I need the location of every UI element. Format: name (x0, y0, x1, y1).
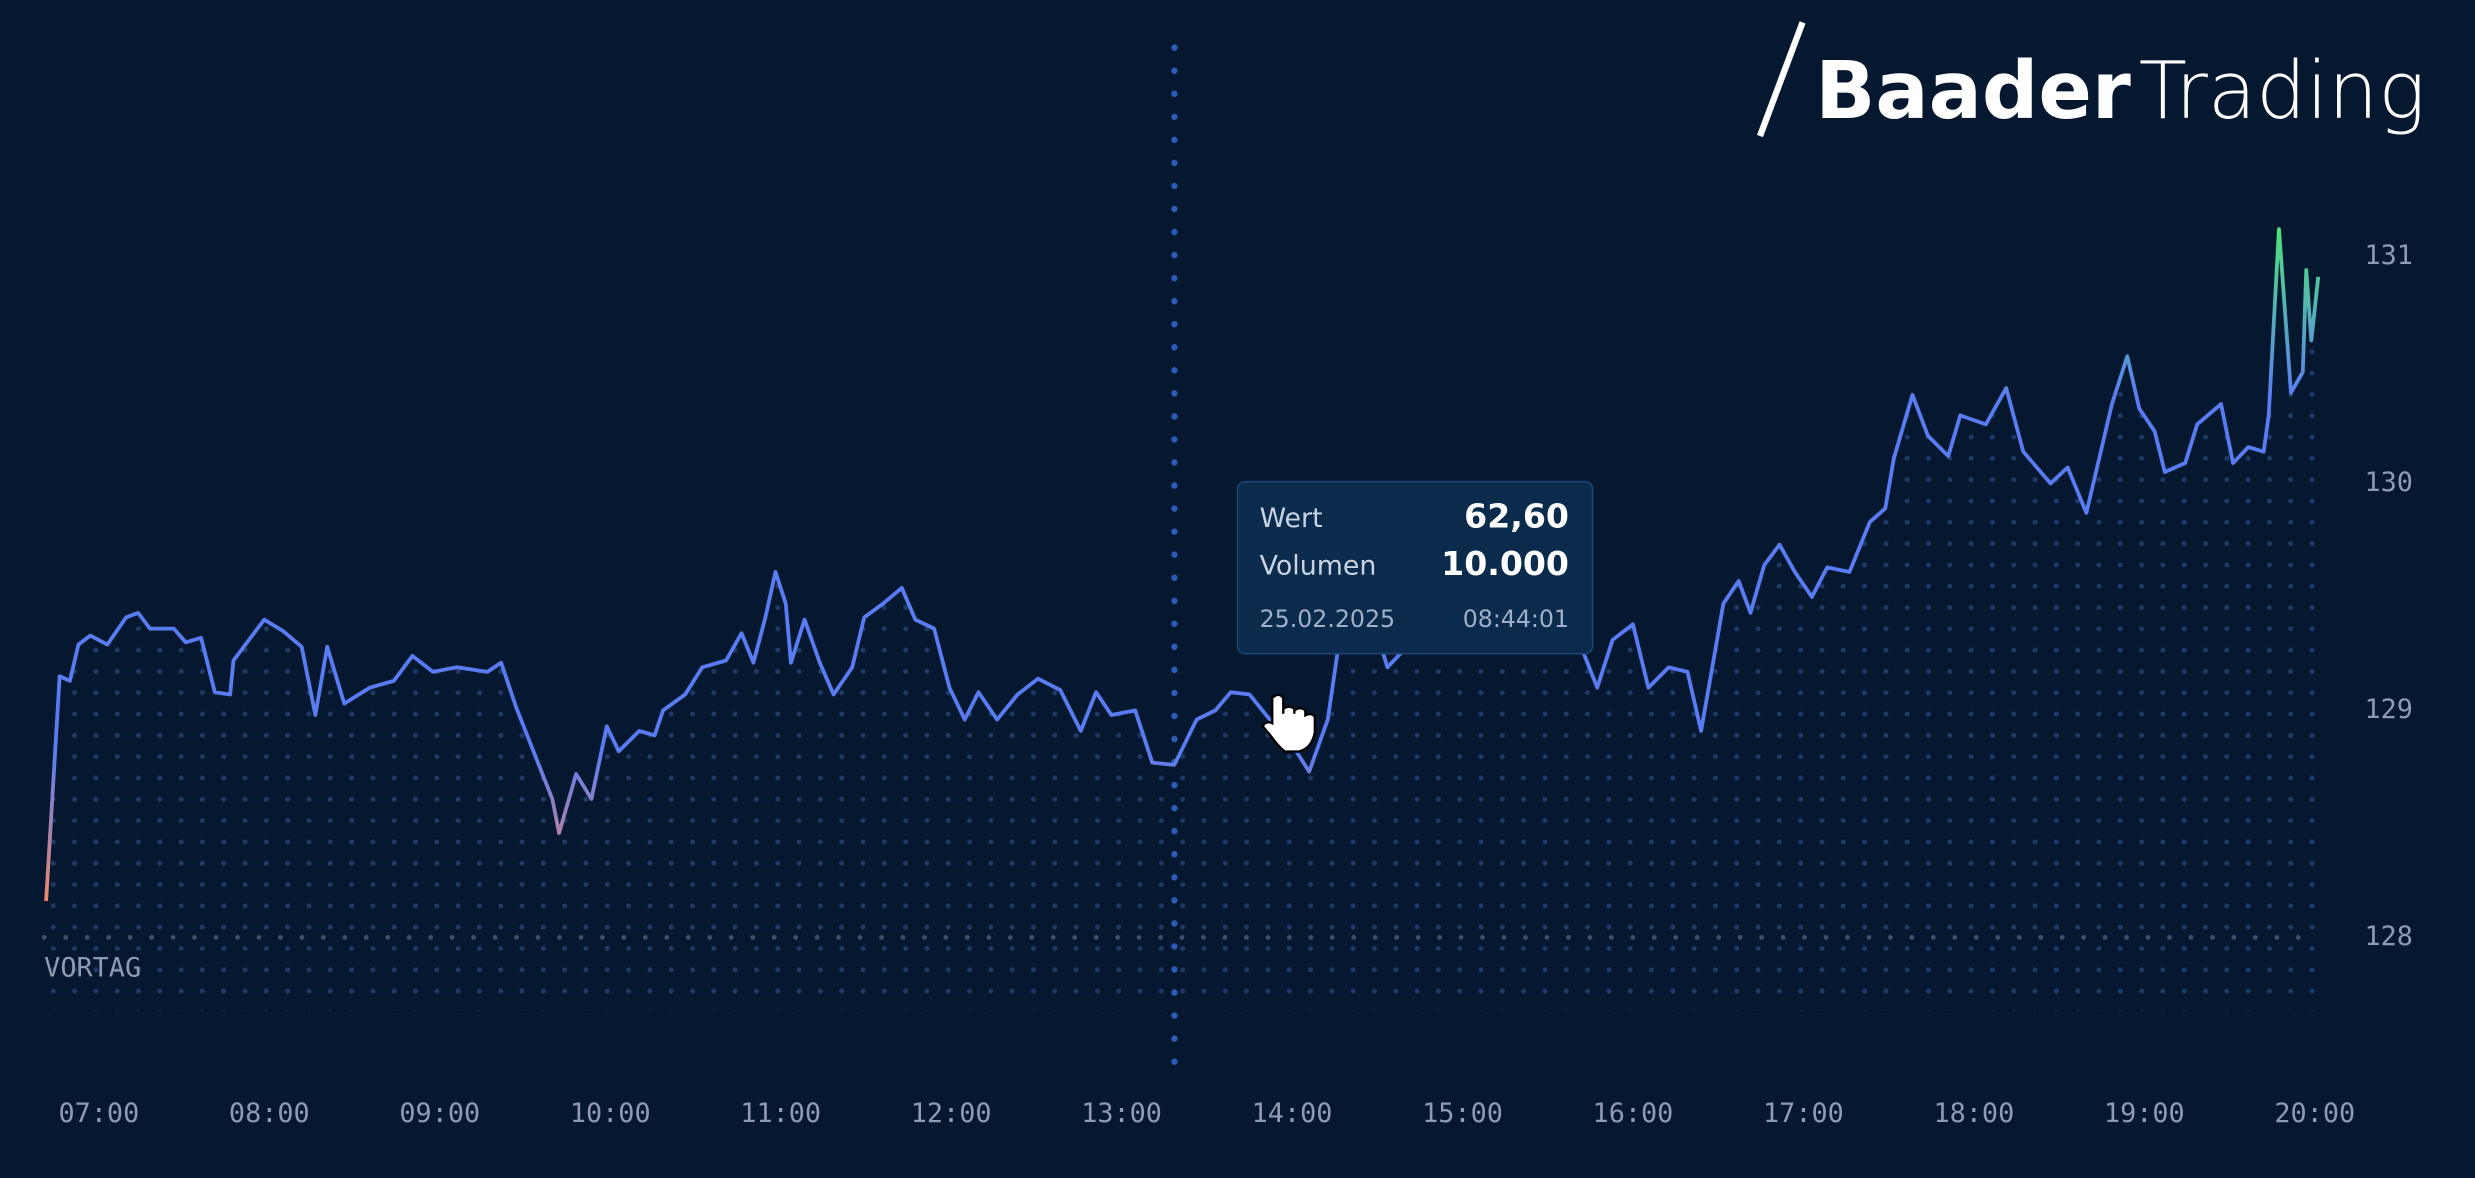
y-tick-label: 130 (2365, 467, 2413, 498)
logo: Baader Trading (1757, 21, 2426, 138)
x-tick-label: 11:00 (740, 1098, 821, 1129)
x-tick-label: 12:00 (911, 1098, 992, 1129)
x-tick-label: 16:00 (1593, 1098, 1674, 1129)
x-tick-label: 13:00 (1081, 1098, 1162, 1129)
cursor (1261, 693, 1317, 753)
y-tick-label: 131 (2365, 240, 2413, 271)
reference-label: VORTAG (44, 952, 141, 983)
tooltip-time: 08:44:01 (1463, 605, 1569, 633)
x-tick-label: 14:00 (1252, 1098, 1333, 1129)
logo-slash (1757, 21, 1806, 138)
x-tick-label: 17:00 (1763, 1098, 1844, 1129)
x-tick-label: 20:00 (2274, 1098, 2355, 1129)
plot: 128 129 130 131 07:00 08:00 09:00 10:00 11:00 12:… (41, 44, 2413, 1129)
x-tick-label: 09:00 (399, 1098, 480, 1129)
logo-suffix: Trading (2139, 45, 2426, 137)
tooltip-label: Volumen (1260, 550, 1377, 581)
tooltip: Wert 62,60 Volumen 10.000 25.02.2025 08:… (1236, 480, 1594, 655)
logo-name: Baader (1815, 45, 2131, 137)
y-tick-label: 128 (2365, 921, 2413, 952)
x-tick-label: 19:00 (2104, 1098, 2185, 1129)
tooltip-volume: 10.000 (1441, 544, 1569, 583)
tooltip-date: 25.02.2025 (1260, 605, 1395, 633)
x-tick-label: 08:00 (229, 1098, 310, 1129)
x-tick-label: 15:00 (1422, 1098, 1503, 1129)
area-dots (46, 229, 2319, 1011)
x-tick-label: 07:00 (58, 1098, 139, 1129)
tooltip-label: Wert (1260, 503, 1323, 534)
tooltip-box (1236, 480, 1594, 655)
tooltip-value: 62,60 (1464, 496, 1569, 535)
price-line (44, 227, 2321, 902)
y-tick-label: 129 (2365, 694, 2413, 725)
x-tick-label: 18:00 (1933, 1098, 2014, 1129)
x-tick-label: 10:00 (570, 1098, 651, 1129)
